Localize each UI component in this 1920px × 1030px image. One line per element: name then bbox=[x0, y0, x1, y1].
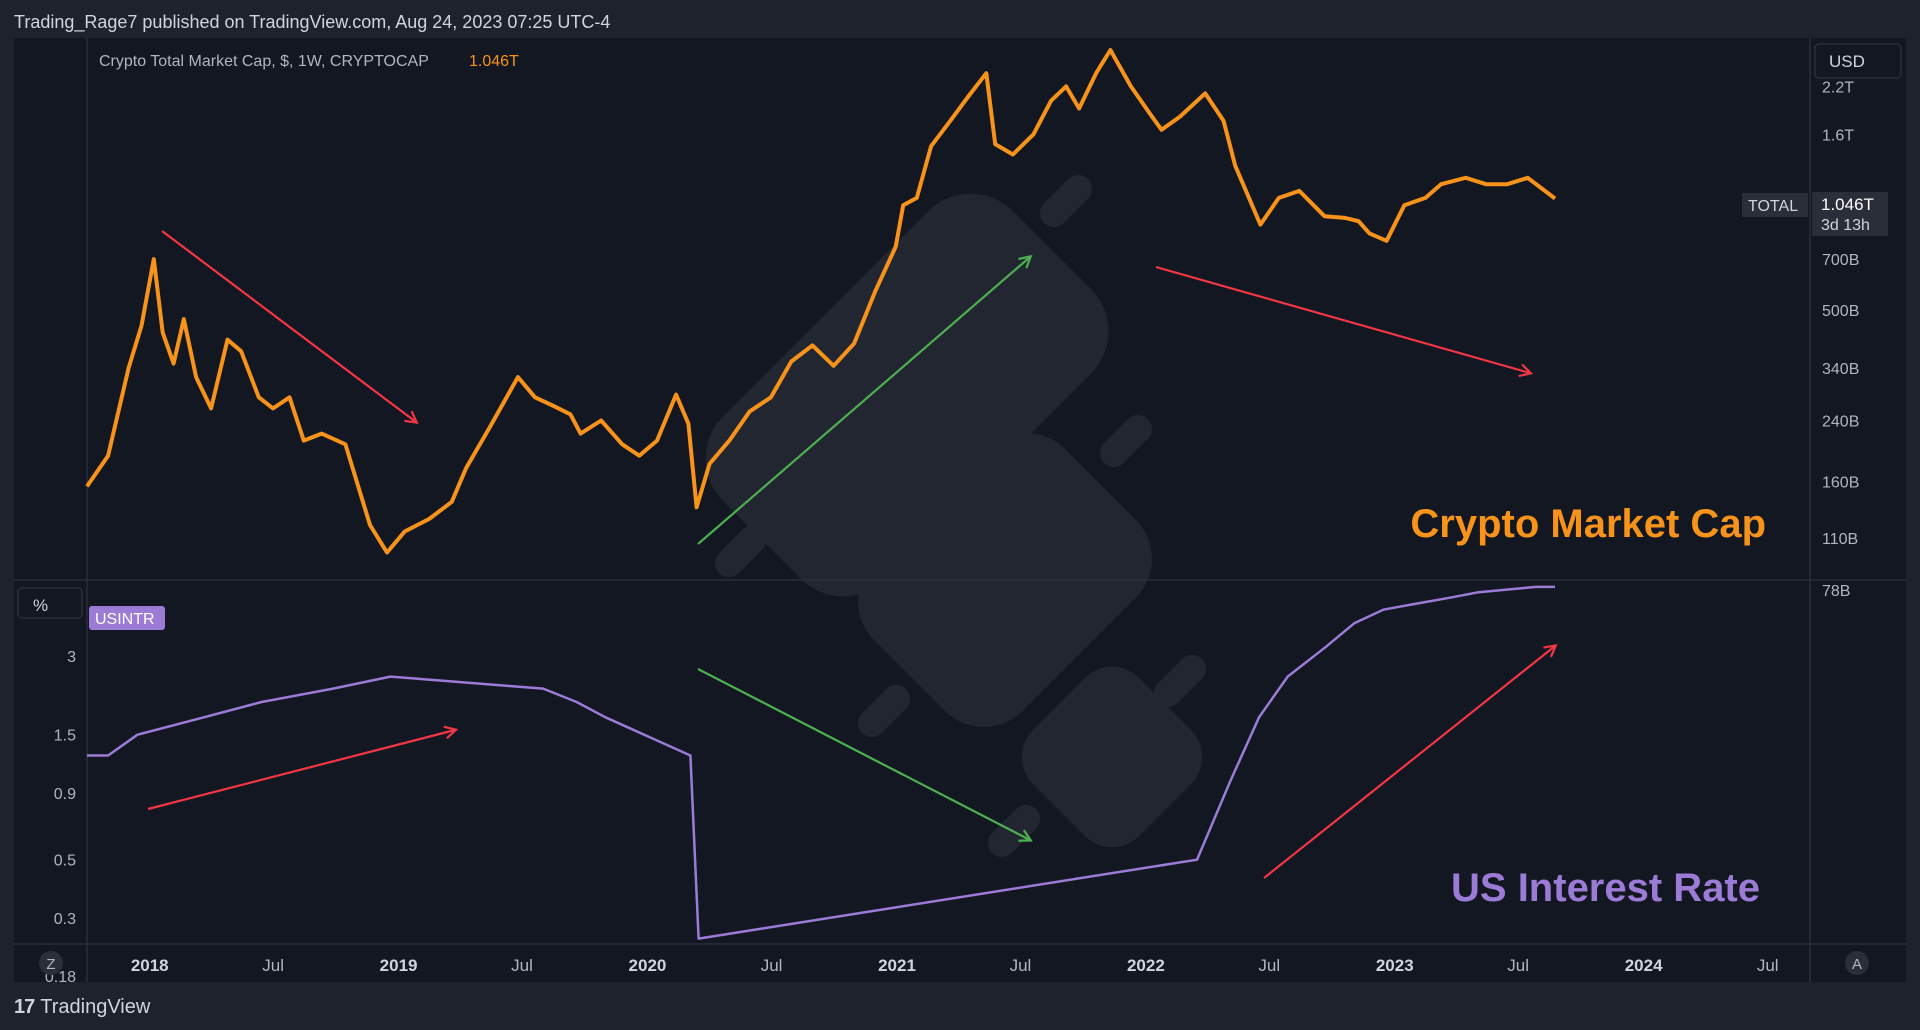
annotation-arrows bbox=[147, 230, 1555, 879]
red-arrow-rate-up-2022 bbox=[1263, 646, 1555, 879]
y-tick-bottom: 0.9 bbox=[54, 786, 76, 803]
x-tick-label: 2019 bbox=[380, 956, 418, 975]
symbol-tag: TOTAL bbox=[1748, 198, 1798, 215]
time-axis: 2018 Jul 2019 Jul 2020 Jul 2021 Jul 2022 Jul 2023 J… bbox=[131, 956, 1779, 975]
red-arrow-2018-down bbox=[161, 230, 416, 422]
y-tick-top: 1.6T bbox=[1822, 127, 1854, 144]
y-tick-bottom: 0.5 bbox=[54, 853, 76, 870]
x-tick-label: 2023 bbox=[1376, 956, 1414, 975]
market-cap-pane: 2.2T 1.6T 700B 500B 340B 240B 160B 110B 78B bbox=[85, 48, 1859, 600]
footer: 17 TradingView bbox=[14, 996, 150, 1019]
x-tick-label: Jul bbox=[1010, 956, 1032, 975]
top-legend-value: 1.046T bbox=[469, 53, 519, 70]
x-tick-label: Jul bbox=[262, 956, 284, 975]
interest-rate-series-line bbox=[87, 585, 1555, 940]
red-arrow-2022-down bbox=[1155, 265, 1530, 373]
x-tick-label: Jul bbox=[761, 956, 783, 975]
interest-rate-pane: 31.50.90.50.30.18 bbox=[45, 585, 1555, 986]
us-interest-rate-label: US Interest Rate bbox=[1451, 866, 1760, 910]
y-tick-top: 110B bbox=[1822, 531, 1858, 548]
y-tick-bottom: 3 bbox=[67, 649, 76, 666]
x-tick-label: 2024 bbox=[1625, 956, 1663, 975]
unit-button-label: % bbox=[33, 596, 48, 615]
y-tick-bottom: 1.5 bbox=[54, 728, 76, 745]
top-legend: Crypto Total Market Cap, $, 1W, CRYPTOCA… bbox=[99, 53, 429, 70]
x-tick-label: 2021 bbox=[878, 956, 916, 975]
y-tick-top: 240B bbox=[1822, 414, 1859, 431]
currency-button[interactable]: USD bbox=[1814, 43, 1902, 79]
z-button[interactable]: Z bbox=[39, 951, 63, 975]
price-tag: TOTAL 1.046T 3d 13h bbox=[1742, 192, 1888, 236]
chart-frame bbox=[14, 38, 1906, 982]
unit-button[interactable]: % bbox=[17, 587, 83, 619]
watermark-logo bbox=[705, 174, 1207, 858]
series-tag: USINTR bbox=[89, 606, 165, 630]
y-tick-top: 160B bbox=[1822, 475, 1859, 492]
footer-brand[interactable]: TradingView bbox=[40, 996, 151, 1018]
crypto-market-cap-label: Crypto Market Cap bbox=[1410, 502, 1766, 546]
market-cap-series-line bbox=[85, 48, 1557, 555]
a-button-label: A bbox=[1852, 956, 1862, 973]
y-tick-top: 78B bbox=[1822, 583, 1850, 600]
countdown: 3d 13h bbox=[1821, 217, 1870, 234]
x-tick-label: 2022 bbox=[1127, 956, 1165, 975]
x-tick-label: Jul bbox=[1507, 956, 1529, 975]
y-tick-top: 340B bbox=[1822, 361, 1859, 378]
price-tag-value: 1.046T bbox=[1821, 195, 1874, 214]
z-button-label: Z bbox=[46, 956, 55, 973]
y-tick-bottom: 0.3 bbox=[54, 911, 76, 928]
a-button[interactable]: A bbox=[1845, 951, 1869, 975]
red-arrow-rate-up-2018 bbox=[147, 730, 455, 811]
x-tick-label: Jul bbox=[511, 956, 533, 975]
publish-header: Trading_Rage7 published on TradingView.c… bbox=[14, 12, 611, 32]
tradingview-logo-icon: 17 bbox=[14, 996, 35, 1018]
x-tick-label: Jul bbox=[1258, 956, 1280, 975]
currency-button-label: USD bbox=[1829, 52, 1865, 71]
pane-borders bbox=[14, 38, 1906, 982]
x-tick-label: 2018 bbox=[131, 956, 169, 975]
y-tick-top: 2.2T bbox=[1822, 79, 1854, 96]
y-tick-top: 500B bbox=[1822, 303, 1859, 320]
series-tag-label: USINTR bbox=[95, 611, 155, 628]
x-tick-label: 2020 bbox=[629, 956, 667, 975]
green-arrow-2020-up bbox=[697, 257, 1030, 545]
y-tick-top: 700B bbox=[1822, 252, 1859, 269]
x-tick-label: Jul bbox=[1757, 956, 1779, 975]
green-arrow-rate-down-2020 bbox=[697, 668, 1030, 840]
